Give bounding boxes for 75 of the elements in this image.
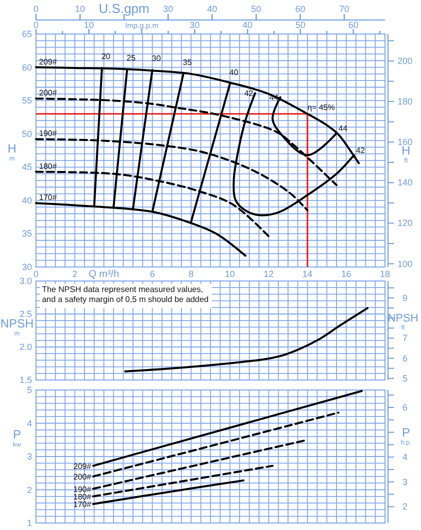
y2-tick-label: 120 [397, 218, 413, 228]
y2-tick-label: 4 [402, 452, 408, 462]
x-tick-label: 10 [224, 269, 235, 279]
annotation: The NPSH data represent measured values, and a safety margin of 0,5 m should be added [42, 285, 210, 304]
y-tick-label: 60 [22, 62, 32, 72]
y2-tick-label: 200 [397, 56, 413, 66]
series-label: 30 [152, 54, 162, 63]
y-tick-label: 1.5 [19, 375, 32, 385]
x-tick-label: 6 [150, 269, 155, 279]
series-label: 190# [39, 129, 58, 138]
x-tick-label: 14 [302, 269, 312, 279]
series-label: 209# [73, 462, 92, 471]
y2-tick-label: 7 [402, 333, 408, 344]
y2-tick-label: 2 [402, 502, 408, 512]
series-label: 40 [229, 68, 239, 77]
series-label: 190# [73, 484, 92, 494]
y-tick-label: 2.0 [19, 342, 32, 352]
y-tick-label: 55 [22, 96, 32, 106]
y2-tick-label: 9 [402, 292, 408, 303]
y-tick-label: 5 [26, 385, 32, 395]
text: 60 [348, 20, 358, 30]
series-label: 180# [73, 492, 92, 502]
y2-tick-label: 6 [402, 402, 408, 412]
x2-axis-title: U.S.gpm [98, 1, 150, 16]
y-tick-label: 4 [26, 418, 32, 428]
y-tick-label: 50 [22, 128, 32, 139]
x-tick-label: 12 [264, 269, 274, 279]
series-label: 42 [244, 89, 254, 98]
y2-tick-label: 6 [402, 353, 408, 364]
y-tick-label: 40 [22, 195, 32, 206]
y-tick-label: 35 [22, 228, 32, 239]
series-label: 170# [73, 500, 92, 510]
y-tick-label: 1 [26, 518, 32, 528]
x-tick-label: 8 [188, 269, 194, 279]
x-tick-label: 16 [341, 269, 352, 279]
x2-tick-label: 0 [33, 4, 39, 14]
x2-tick-label: 10 [75, 4, 86, 14]
y2-tick-label: 5 [402, 373, 408, 384]
text: 40 [242, 20, 253, 30]
y-tick-label: 2 [26, 484, 32, 495]
y2-tick-label: 160 [397, 137, 413, 148]
x-tick-label: 2 [72, 269, 78, 279]
series-label: 170# [39, 193, 58, 202]
series-label: 20 [101, 52, 111, 61]
series-label: 25 [126, 53, 136, 62]
y-tick-label: 2.5 [19, 309, 32, 319]
y-tick-label: 65 [22, 29, 32, 39]
text: 10 [84, 20, 94, 30]
series-label: 200# [39, 88, 58, 98]
y2-tick-label: 140 [397, 178, 413, 188]
x2-tick-label: 40 [207, 4, 218, 14]
y-tick-label: 30 [22, 262, 32, 272]
x-axis-title: Q m³/h [88, 269, 120, 280]
y2-tick-label: 180 [397, 96, 413, 107]
series-label: 200# [73, 472, 92, 482]
annotation: 42 [356, 146, 366, 156]
series-label: 180# [39, 162, 58, 171]
y2-tick-label: 3 [402, 476, 408, 487]
annotation: η= 45% [308, 102, 335, 112]
text: 50 [295, 20, 306, 30]
y2-tick-label: 100 [397, 258, 413, 269]
y-tick-label: 3 [26, 452, 32, 462]
text: 0 [33, 20, 39, 30]
x-tick-label: 0 [33, 269, 39, 279]
x2-tick-label: 70 [339, 4, 350, 14]
x-tick-label: 18 [380, 269, 390, 279]
x2-tick-label: 50 [251, 4, 262, 14]
x2-tick-label: 60 [295, 4, 306, 14]
annotation: 44 [338, 124, 348, 134]
x2-tick-label: 30 [163, 4, 174, 14]
series-label: 209# [39, 57, 58, 66]
y-tick-label: 45 [22, 162, 32, 172]
text: 30 [190, 20, 200, 30]
y-tick-label: 3.0 [19, 276, 32, 286]
series-label: 35 [182, 58, 192, 67]
